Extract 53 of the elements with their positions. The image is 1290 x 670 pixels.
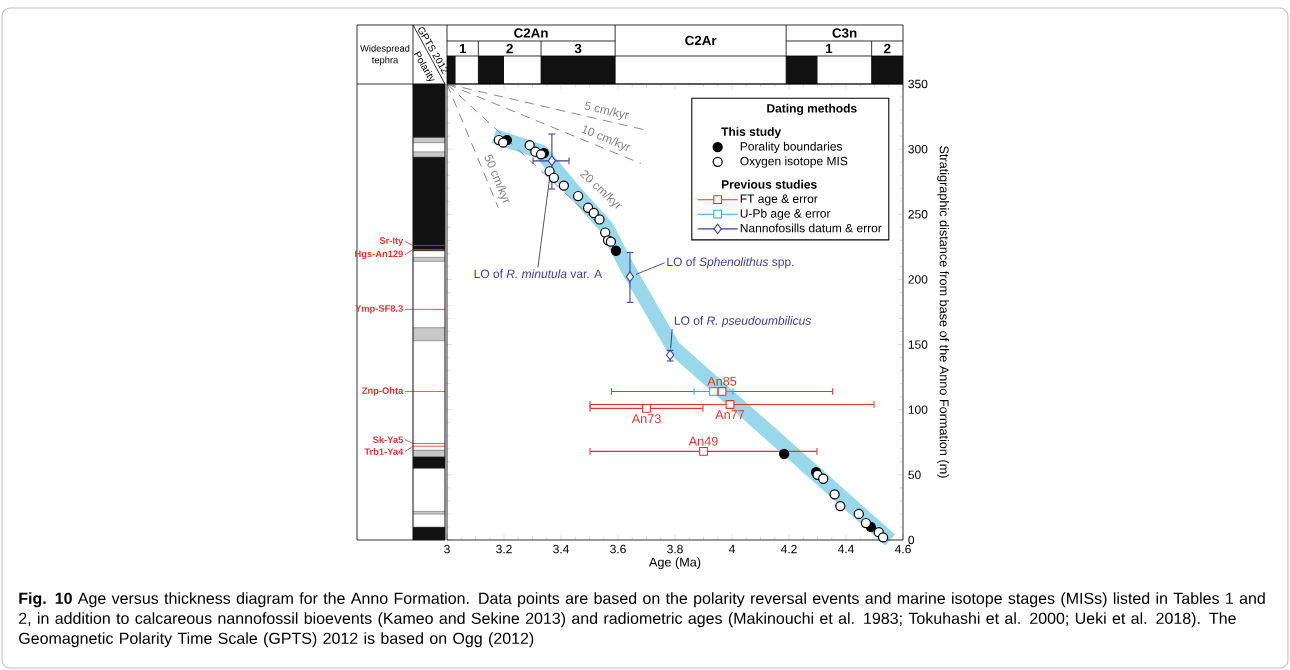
x-tick-label: 3 — [444, 544, 450, 554]
x-tick-label: 3.2 — [496, 544, 512, 554]
text: 2 — [506, 43, 513, 54]
text: 3 — [574, 43, 582, 54]
y-tick-label: 300 — [908, 144, 928, 154]
text: 1 — [826, 43, 833, 54]
y-tick-label: 50 — [908, 470, 921, 480]
text: 10 cm/kyr — [581, 125, 631, 151]
legend-label: U-Pb age & error — [740, 208, 831, 221]
y-tick-label: 200 — [908, 275, 928, 284]
text: Widespread tephra — [360, 44, 410, 66]
ref-line-label: Trb1-Ya4 — [364, 448, 404, 455]
annotation: LO of Sphenolithus spp. — [667, 257, 794, 269]
annotation: Previous studies — [721, 179, 817, 189]
text: C2An — [514, 28, 548, 38]
y-tick-label: 0 — [908, 535, 915, 545]
data-label: An49 — [688, 436, 718, 446]
ref-line-label: Sr-Ity — [379, 237, 404, 246]
x-axis-title: Age (Ma) — [648, 557, 701, 570]
data-label: An73 — [631, 414, 661, 424]
annotation: LO of R. minutula var. A — [474, 269, 603, 279]
x-tick-label: 4.4 — [837, 544, 854, 554]
x-tick-label: 4 — [728, 544, 735, 554]
data-label: An85 — [707, 376, 737, 386]
annotation: This study — [721, 127, 782, 139]
legend-label: FT age & error — [740, 194, 818, 206]
data-label: An77 — [715, 410, 745, 419]
text: C3n — [832, 28, 857, 38]
x-tick-label: 3.8 — [667, 544, 683, 554]
ref-line-label: Ymp-SF8.3 — [355, 305, 403, 314]
ref-line-label: Znp-Ohta — [362, 387, 404, 396]
legend-label: Porality boundaries — [740, 141, 843, 154]
x-tick-label: 3.4 — [553, 544, 569, 554]
x-tick-label: 3.6 — [610, 544, 626, 554]
legend-label: Nannofosills datum & error — [740, 223, 882, 233]
text: 5 cm/kyr — [584, 101, 630, 120]
text: 2 — [884, 43, 891, 54]
ref-line-label: Sk-Ya5 — [372, 436, 404, 443]
y-tick-label: 100 — [908, 405, 928, 414]
y-axis-title: Stratigraphic distance from base of the Anno Formation (m) — [937, 146, 949, 478]
annotation: LO of R. pseudoumbilicus — [674, 316, 812, 328]
y-tick-label: 150 — [908, 340, 928, 349]
text: Fig. 10 Age versus thickness diagram for the Anno Formation. Data points are based on the polarity reversal events and marine isotope stages (MISs) listed in Tables 1 and 2, in addition to calcareous nannofossil bioevents (Kameo and Sekine 2013) and radiometric ages (Makinouchi et al. 1983; Tokuhashi et al. 2000; Ueki et al. 2018). The Geomagnetic Polarity Time Scale (GPTS) 2012 is based on Ogg (2012) — [19, 592, 1265, 648]
legend-label: Oxygen isotope MIS — [740, 156, 848, 168]
y-tick-label: 250 — [908, 210, 928, 219]
text: 50 cm/kyr — [484, 154, 510, 203]
legend-title: Dating methods — [767, 103, 857, 116]
text: C2Ar — [685, 35, 717, 46]
ref-line-label: Hgs-An129 — [355, 250, 403, 260]
x-tick-label: 4.6 — [894, 544, 911, 554]
y-tick-label: 350 — [908, 79, 928, 89]
x-tick-label: 4.2 — [780, 544, 797, 554]
text: 1 — [459, 43, 467, 54]
